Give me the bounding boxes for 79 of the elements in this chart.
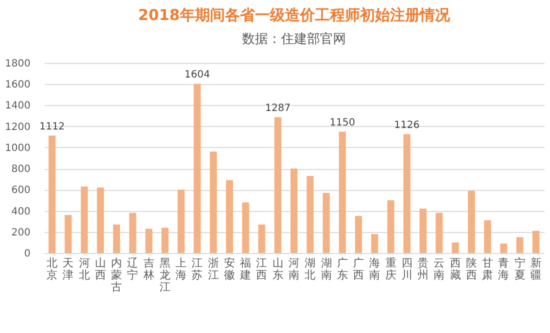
x-tick-label: 江苏 <box>192 256 203 282</box>
bar <box>64 215 72 253</box>
bar <box>80 186 88 253</box>
bar <box>145 228 152 253</box>
x-tick-label: 西藏 <box>450 256 461 282</box>
x-tick-label: 黑龙江 <box>159 256 170 294</box>
data-label: 1287 <box>265 103 291 114</box>
x-tick-label: 甘肃 <box>482 256 494 282</box>
x-tick-label: 湖北 <box>304 256 316 282</box>
y-tick-label: 1200 <box>5 122 30 133</box>
bar <box>452 242 459 253</box>
bar <box>226 180 233 253</box>
x-tick-label: 云南 <box>434 256 445 282</box>
bar <box>436 212 443 253</box>
bar <box>468 190 475 253</box>
x-tick-label: 浙江 <box>208 256 219 282</box>
bar <box>194 84 201 253</box>
bar <box>403 134 410 253</box>
bar <box>322 192 330 253</box>
x-tick-label: 安徽 <box>224 256 235 282</box>
bar <box>113 224 120 253</box>
bar <box>258 224 266 253</box>
x-tick-label: 广东 <box>336 256 348 282</box>
bar <box>161 228 168 253</box>
x-tick-label: 湖南 <box>320 256 332 282</box>
data-label: 1604 <box>184 70 210 81</box>
bar <box>210 152 217 253</box>
bar <box>178 190 185 253</box>
x-tick-label: 辽宁 <box>127 256 138 282</box>
x-tick-label: 福建 <box>239 256 252 282</box>
y-tick-label: 1400 <box>5 100 30 112</box>
x-tick-label: 青海 <box>498 256 510 282</box>
y-tick-label: 1600 <box>5 80 30 91</box>
x-tick-label: 内蒙古 <box>111 256 122 294</box>
x-tick-label: 宁夏 <box>514 256 526 282</box>
bar <box>242 202 250 253</box>
bar <box>387 200 394 253</box>
y-tick-label: 1000 <box>5 142 30 154</box>
data-label: 1150 <box>330 118 356 129</box>
x-tick-label: 河北 <box>78 256 90 282</box>
bar <box>420 208 427 253</box>
bar <box>355 216 362 253</box>
x-tick-label: 山东 <box>272 256 284 282</box>
x-tick-label: 新疆 <box>530 256 542 282</box>
chart-title: 2018年期间各省一级造价工程师初始注册情况 <box>138 6 451 24</box>
bar <box>516 237 524 253</box>
x-tick-label: 河南 <box>288 256 300 282</box>
x-tick-label: 吉林 <box>142 256 154 282</box>
bar <box>290 168 298 253</box>
bar <box>129 212 136 253</box>
data-label: 1112 <box>39 122 65 133</box>
x-tick-label: 陕西 <box>466 256 477 282</box>
y-tick-label: 200 <box>11 227 30 238</box>
bar <box>274 117 282 253</box>
bar <box>484 220 492 253</box>
y-tick-label: 1800 <box>5 58 30 70</box>
x-tick-label: 上海 <box>176 256 187 282</box>
bar <box>500 244 508 253</box>
y-tick-label: 800 <box>11 164 30 176</box>
x-tick-label: 广西 <box>353 256 364 282</box>
data-label: 1126 <box>394 120 420 132</box>
x-tick-label: 山西 <box>94 256 106 282</box>
bar <box>371 234 378 253</box>
bar <box>96 188 104 253</box>
x-tick-label: 海南 <box>369 256 380 282</box>
x-tick-label: 江西 <box>256 256 268 282</box>
x-tick-label: 重庆 <box>385 256 396 282</box>
x-tick-label: 北京 <box>46 256 58 282</box>
x-tick-label: 天津 <box>62 256 74 282</box>
bar <box>338 132 346 253</box>
chart-subtitle: 数据：住建部官网 <box>242 31 346 47</box>
y-tick-label: 400 <box>11 206 30 218</box>
bar <box>48 136 56 253</box>
y-tick-label: 600 <box>11 185 30 196</box>
bar <box>532 230 540 253</box>
bar <box>306 176 314 253</box>
x-tick-label: 贵州 <box>418 256 429 282</box>
y-tick-label: 0 <box>24 248 30 260</box>
x-tick-label: 四川 <box>401 256 412 282</box>
